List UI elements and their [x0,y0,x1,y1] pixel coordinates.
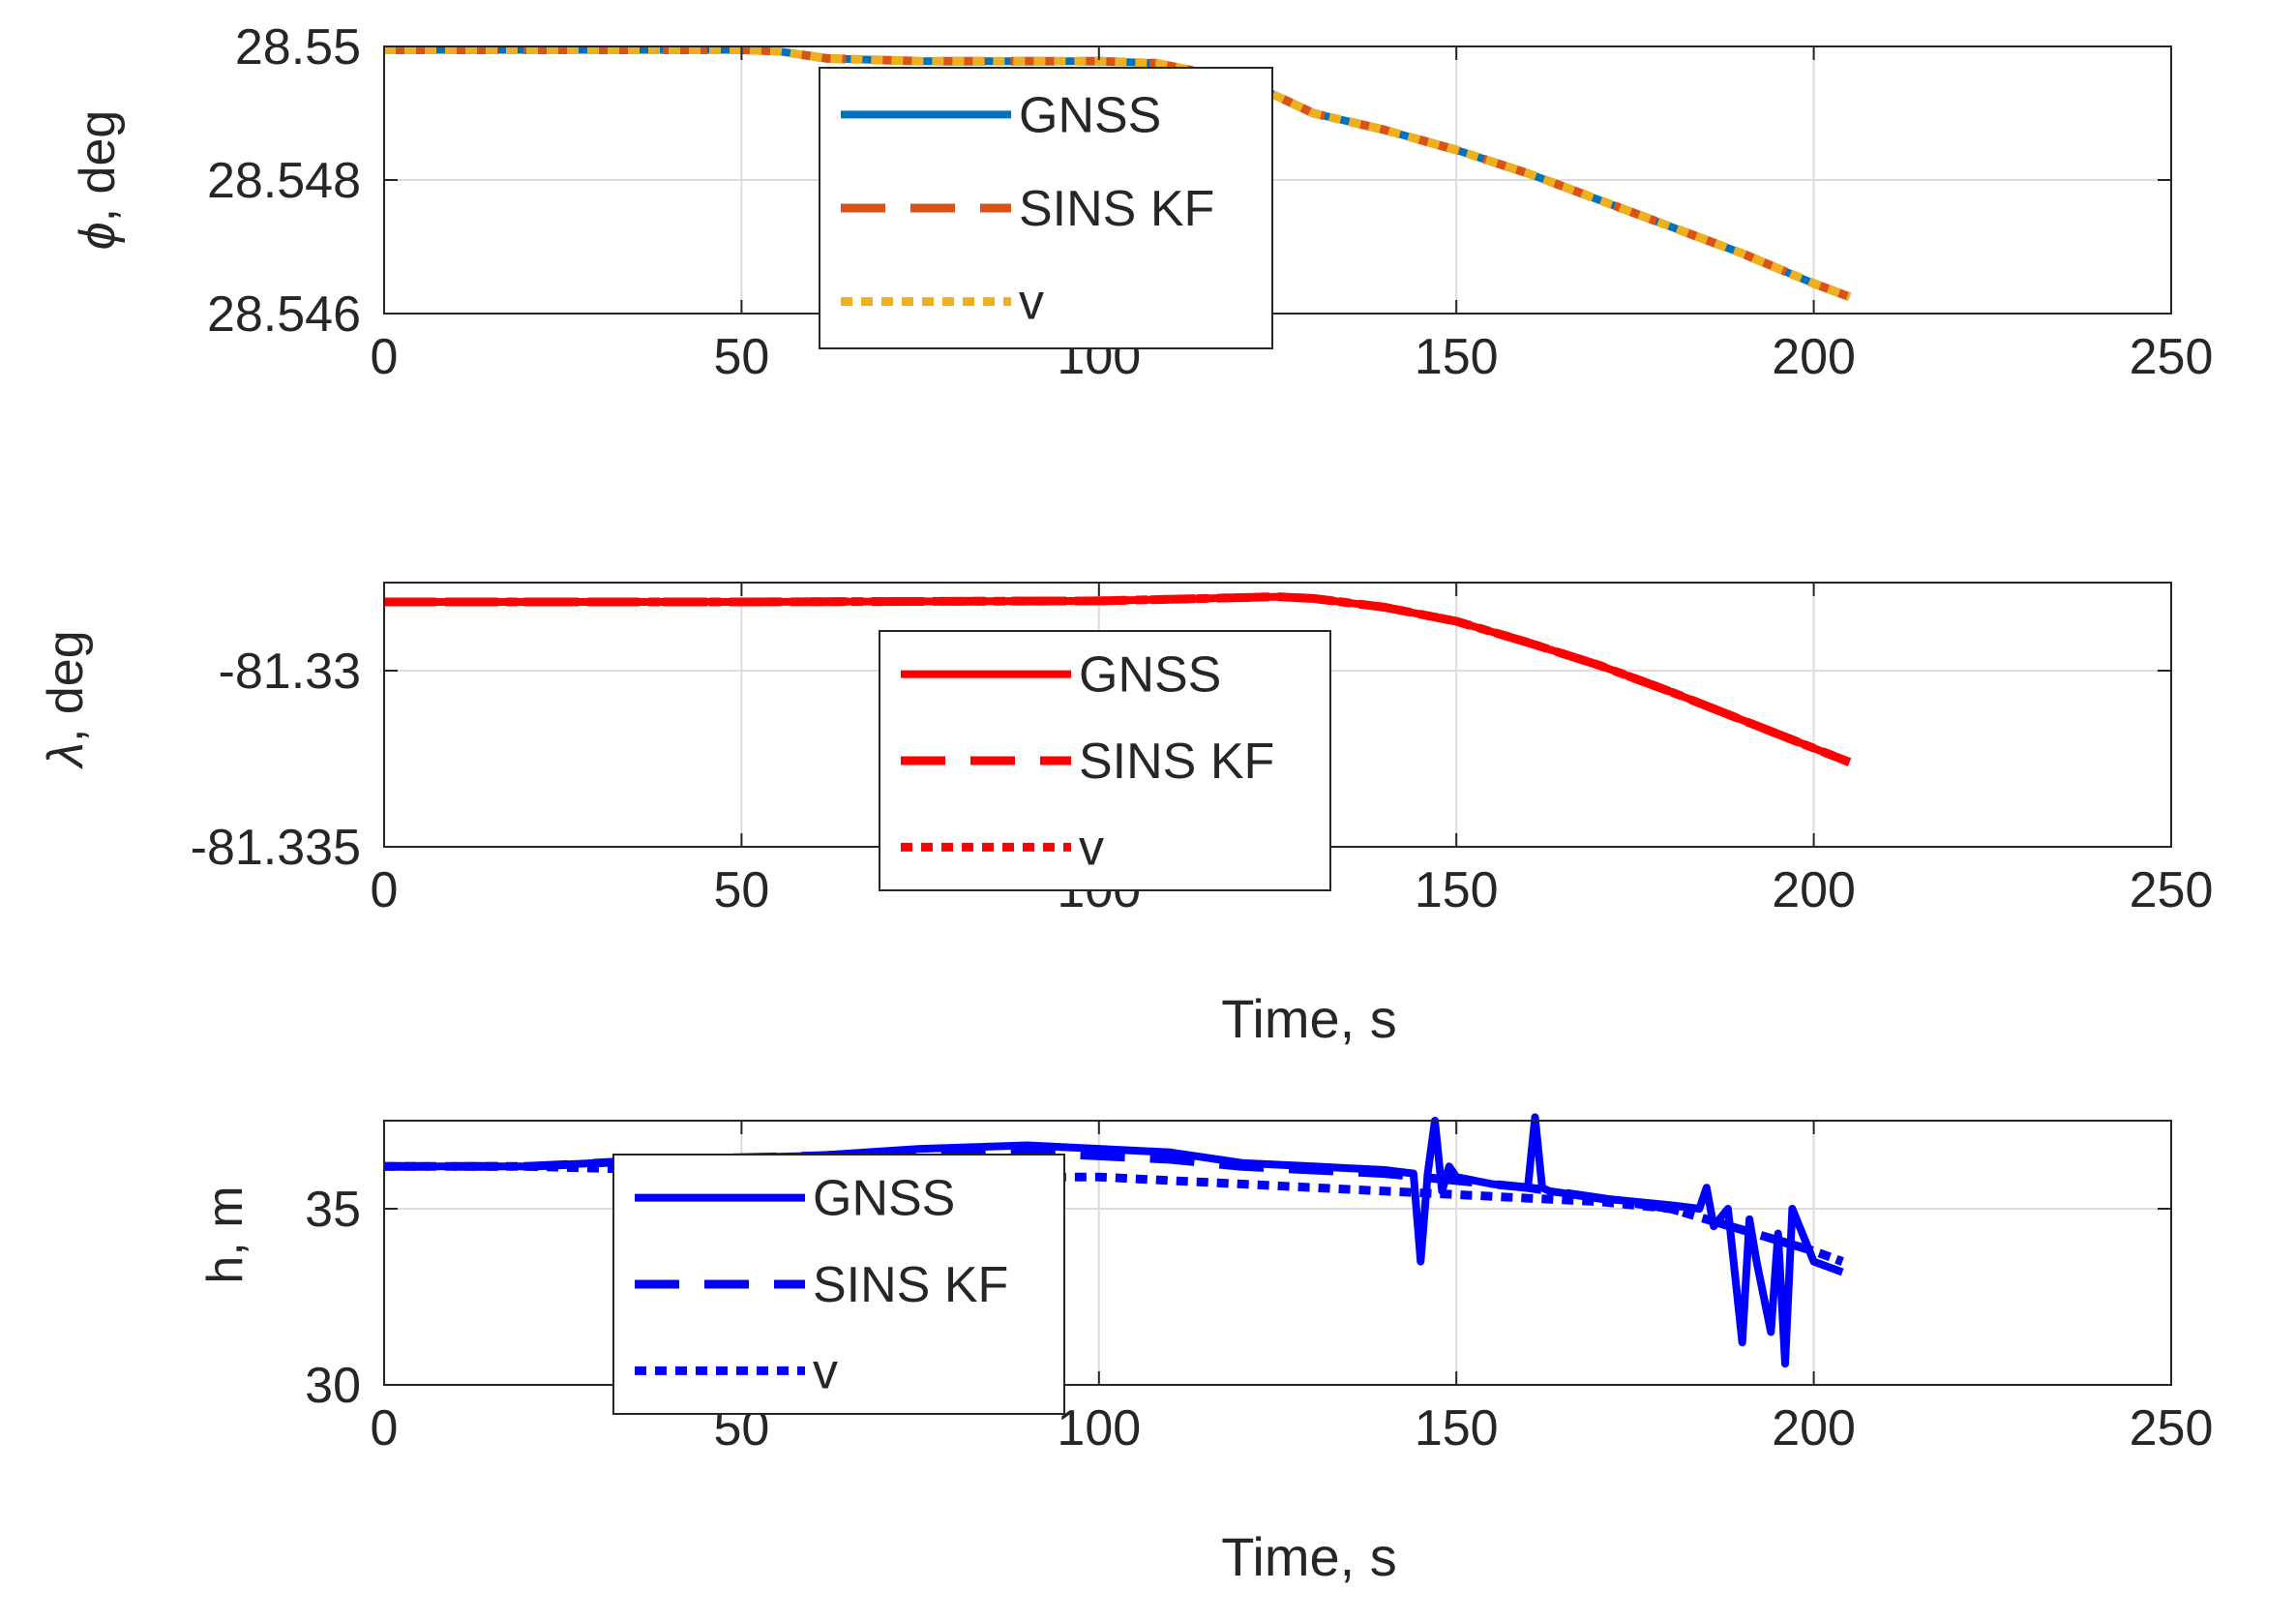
longitude-y-label: λ, deg [38,630,94,769]
longitude-legend-label: SINS KF [1079,734,1274,790]
latitude-x-tick-label: 250 [2130,329,2214,385]
height-x-tick-label: 100 [1057,1400,1141,1456]
latitude-legend-label: v [1019,275,1044,331]
height-x-tick-label: 0 [371,1400,399,1456]
height-y-label-unit: , m [197,1186,253,1255]
latitude-legend-label: GNSS [1019,87,1161,143]
latitude-x-tick-label: 200 [1772,329,1856,385]
height-series [384,1113,1844,1368]
height-legend: GNSS SINS KF v [612,1154,1065,1415]
longitude-y-label-unit: , deg [38,630,94,742]
height-y-tick-label: 35 [305,1182,361,1238]
latitude-y-label: ϕ, deg [70,110,126,251]
height-axes-box [383,1120,2172,1386]
latitude-y-tick-label: 28.546 [207,286,361,343]
latitude-y-label-unit: , deg [70,110,126,223]
height-y-label: h, m [197,1186,253,1283]
height-y-tick-label: 30 [305,1358,361,1414]
latitude-y-label-symbol: ϕ [70,222,126,250]
longitude-series-v-line [384,592,1852,766]
height-x-tick-label: 200 [1772,1400,1856,1456]
latitude-legend: GNSS SINS KF v [819,67,1273,349]
longitude-x-label: Time, s [1221,988,1396,1049]
longitude-x-tick-label: 200 [1772,862,1856,918]
longitude-x-tick-label: 0 [371,862,399,918]
latitude-x-tick-label: 0 [371,329,399,385]
height-x-tick-label: 150 [1415,1400,1499,1456]
longitude-y-label-symbol: λ [38,742,94,770]
latitude-y-tick-label: 28.55 [235,19,361,75]
latitude-legend-label: SINS KF [1019,181,1214,237]
longitude-series [384,592,1852,766]
height-y-label-symbol: h [197,1256,253,1284]
latitude-x-tick-label: 50 [713,329,769,385]
longitude-y-tick-label: -81.33 [219,644,361,700]
height-legend-label: v [813,1343,838,1399]
longitude-legend: GNSS SINS KF v [879,630,1331,891]
height-x-label: Time, s [1221,1526,1396,1587]
longitude-x-tick-label: 50 [713,862,769,918]
longitude-y-tick-label: -81.335 [191,820,361,876]
latitude-x-tick-label: 150 [1415,329,1499,385]
longitude-legend-label: v [1079,820,1104,876]
height-legend-label: SINS KF [813,1257,1008,1313]
latitude-y-tick-label: 28.548 [207,153,361,209]
height-legend-label: GNSS [813,1171,955,1227]
longitude-x-tick-label: 250 [2130,862,2214,918]
longitude-x-tick-label: 150 [1415,862,1499,918]
longitude-legend-label: GNSS [1079,647,1221,704]
height-x-tick-label: 250 [2130,1400,2214,1456]
